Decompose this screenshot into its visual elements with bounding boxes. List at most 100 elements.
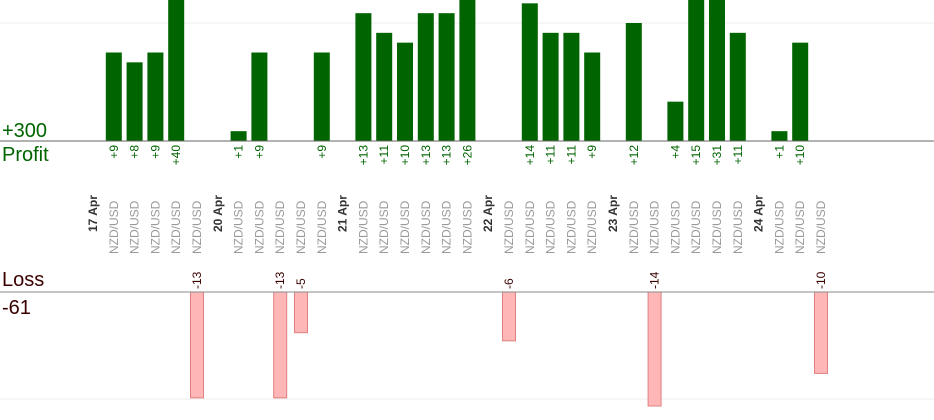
profit-value-label: +9 [585,145,599,159]
profit-value-label: +9 [252,145,266,159]
pair-label: NZD/USD [169,200,183,254]
pair-label: NZD/USD [627,200,641,254]
loss-label: Loss [2,269,45,291]
profit-bar [542,32,559,142]
profit-bar [230,131,247,141]
profit-value-label: +11 [544,145,558,165]
pair-label: NZD/USD [440,200,454,254]
loss-bar [647,291,662,407]
profit-value-label: +40 [169,145,183,166]
date-label: 20 Apr [211,195,225,232]
profit-bar [376,32,393,142]
loss-bar [273,291,288,399]
date-label: 23 Apr [606,195,620,232]
profit-label: Profit [2,144,49,166]
loss-bar [294,291,308,334]
loss-value-label: -6 [502,278,516,289]
profit-value-label: +11 [564,145,578,165]
loss-value-label: -13 [190,271,204,289]
loss-value-label: -5 [294,278,308,289]
date-label: 24 Apr [752,195,766,232]
profit-value-label: +13 [419,145,433,166]
date-label: 22 Apr [481,195,495,232]
pair-label: NZD/USD [585,200,599,254]
pair-label: NZD/USD [731,200,745,254]
profit-value-label: +26 [460,145,474,166]
profit-bar [667,101,684,141]
profit-bar [105,52,122,141]
bars-layer [105,0,828,407]
loss-bar [190,291,204,399]
pair-label: NZD/USD [564,200,578,254]
pair-label: NZD/USD [398,200,412,254]
profit-bar [459,0,476,141]
profit-bar [521,3,538,142]
pair-label: NZD/USD [232,200,246,254]
profit-value-label: +4 [668,145,682,159]
profit-bar [709,0,725,141]
pair-label: NZD/USD [252,200,266,254]
profit-bar [729,32,746,142]
profit-value-label: +14 [523,145,537,166]
profit-value-label: +11 [731,145,745,165]
profit-value-label: +9 [148,145,162,159]
loss-value-label: -13 [273,271,287,289]
profit-value-label: +1 [232,145,246,159]
profit-value-label: +9 [315,145,329,159]
profit-bar [147,52,164,141]
pair-label: NZD/USD [356,200,370,254]
profit-bar [397,42,413,141]
profit-bar [688,0,705,141]
profit-value-label: +8 [128,145,142,159]
profit-bar [438,13,455,142]
pair-label: NZD/USD [502,200,516,254]
profit-bar [771,131,788,141]
profit-bar [313,52,330,141]
pair-label: NZD/USD [107,200,121,254]
date-label: 17 Apr [86,195,100,232]
profit-value-label: +12 [627,145,641,166]
date-label: 21 Apr [336,195,350,232]
pair-label: NZD/USD [710,200,724,254]
pair-label: NZD/USD [814,200,828,254]
pair-label: NZD/USD [377,200,391,254]
profit-value-label: +15 [689,145,703,166]
pair-label: NZD/USD [523,200,537,254]
pair-label: NZD/USD [793,200,807,254]
profit-bar [584,52,601,141]
pair-label: NZD/USD [668,200,682,254]
profit-bar [251,52,268,141]
pair-label: NZD/USD [148,200,162,254]
pair-label: NZD/USD [128,200,142,254]
labels-layer: 17 Apr NZD/USD +9 NZD/USD +8 NZD/USD +9 NZD/USD… [86,145,828,289]
pair-label: NZD/USD [544,200,558,254]
profit-bar [168,0,185,141]
profit-value-label: +13 [356,145,370,166]
pair-label: NZD/USD [772,200,786,254]
profit-bar [792,42,809,141]
profit-value-label: +9 [107,145,121,159]
profit-value-label: +31 [710,145,724,166]
pair-label: NZD/USD [689,200,703,254]
profit-total: +300 [2,120,48,142]
pair-label: NZD/USD [460,200,474,254]
pair-label: NZD/USD [419,200,433,254]
loss-bar [502,291,516,342]
pair-label: NZD/USD [294,200,308,254]
loss-value-label: -10 [814,271,828,289]
pair-label: NZD/USD [190,200,204,254]
profit-value-label: +1 [772,145,786,159]
profit-bar [126,62,143,142]
profit-bar [625,23,642,141]
pair-label: NZD/USD [273,200,287,254]
pair-label: NZD/USD [315,200,329,254]
profit-value-label: +11 [377,145,391,165]
loss-total: -61 [2,297,31,319]
profit-bar [417,13,434,142]
profit-value-label: +10 [793,145,807,166]
pair-label: NZD/USD [648,200,662,254]
loss-value-label: -14 [648,271,662,289]
profit-bar [355,13,372,142]
loss-bar [814,291,828,374]
